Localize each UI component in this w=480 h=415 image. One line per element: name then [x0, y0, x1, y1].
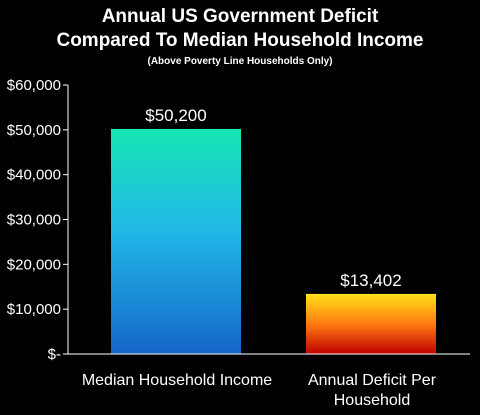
y-tick-label: $10,000: [7, 301, 61, 318]
y-tick-label: $50,000: [7, 122, 61, 139]
x-category-label: Median Household Income: [82, 372, 272, 389]
y-tick-label: $-: [48, 346, 61, 363]
x-category-label: Household: [334, 392, 411, 409]
chart-title-line2: Compared To Median Household Income: [56, 30, 424, 51]
y-tick-label: $60,000: [7, 77, 61, 94]
chart-subtitle: (Above Poverty Line Households Only): [147, 56, 333, 67]
chart-title: Annual US Government Deficit: [101, 6, 379, 27]
x-category-label: Annual Deficit Per: [308, 372, 437, 389]
data-label: $50,200: [145, 106, 206, 125]
data-label: $13,402: [340, 271, 401, 290]
y-tick-label: $20,000: [7, 256, 61, 273]
bar-1: [306, 293, 436, 354]
bar-0: [111, 128, 241, 354]
y-tick-label: $40,000: [7, 167, 61, 184]
y-tick-label: $30,000: [7, 212, 61, 229]
